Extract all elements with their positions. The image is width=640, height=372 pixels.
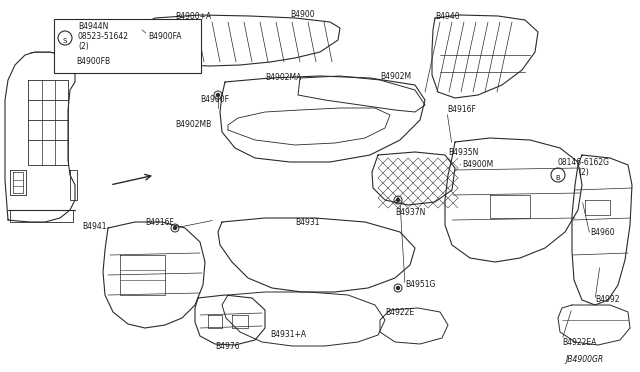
Text: B4900FA: B4900FA [148,32,182,41]
Text: B4900M: B4900M [462,160,493,169]
Text: (2): (2) [578,168,589,177]
Text: B4916F: B4916F [447,105,476,114]
Text: B4900F: B4900F [200,95,229,104]
Circle shape [216,93,220,96]
Text: B4900+A: B4900+A [175,12,211,21]
Text: B4931: B4931 [295,218,319,227]
Text: B4960: B4960 [590,228,614,237]
Circle shape [173,227,177,230]
Text: B4992: B4992 [595,295,620,304]
Text: S: S [63,38,67,44]
Circle shape [397,286,399,289]
Text: B4900FB: B4900FB [76,57,110,66]
Text: B4951G: B4951G [405,280,435,289]
Text: B4916F: B4916F [145,218,174,227]
Text: 08146-6162G: 08146-6162G [558,158,610,167]
Text: B4922E: B4922E [385,308,414,317]
FancyBboxPatch shape [54,19,201,73]
Text: 08523-51642: 08523-51642 [78,32,129,41]
Text: B4935N: B4935N [448,148,478,157]
Text: B4922EA: B4922EA [562,338,596,347]
Text: B4940: B4940 [435,12,460,21]
Text: (2): (2) [78,42,89,51]
Text: B4944N: B4944N [78,22,108,31]
Text: B4937N: B4937N [395,208,426,217]
Text: B4900: B4900 [290,10,315,19]
Text: JB4900GR: JB4900GR [565,355,603,364]
Text: B4931+A: B4931+A [270,330,306,339]
Text: B4941: B4941 [82,222,106,231]
Text: B4902MA: B4902MA [265,73,301,82]
Text: B4976: B4976 [215,342,239,351]
Text: B4902MB: B4902MB [175,120,211,129]
Text: B: B [556,175,561,181]
Text: B4902M: B4902M [380,72,411,81]
Circle shape [397,199,399,202]
